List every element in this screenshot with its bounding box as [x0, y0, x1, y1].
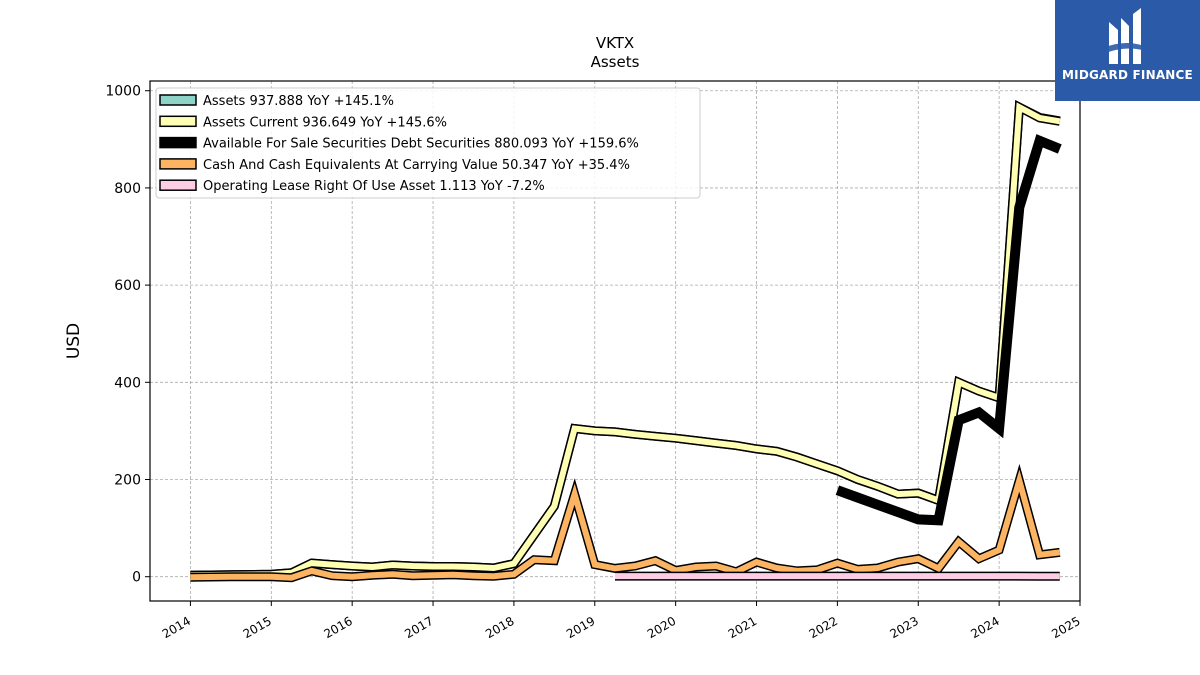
- legend-box: [155, 87, 701, 199]
- series-line: [835, 134, 1062, 526]
- series-line: [190, 102, 1061, 579]
- series-assets-current: [190, 99, 1061, 580]
- x-tick-label: 2016: [321, 614, 354, 641]
- y-tick-label: 200: [114, 473, 141, 489]
- x-tick-label: 2014: [160, 614, 193, 641]
- legend-label: Assets Current 936.649 YoY +145.6%: [203, 115, 447, 130]
- logo-mark-icon: [1103, 8, 1149, 64]
- x-tick-label: 2023: [888, 614, 921, 641]
- legend-label: Assets 937.888 YoY +145.1%: [203, 94, 394, 109]
- x-tick-label: 2022: [807, 614, 840, 641]
- brand-logo: MIDGARD FINANCE: [1055, 0, 1200, 101]
- legend-swatch: [159, 158, 197, 170]
- y-axis-label: USD: [64, 323, 84, 359]
- y-tick-label: 600: [114, 278, 141, 294]
- legend-label: Cash And Cash Equivalents At Carrying Va…: [203, 158, 630, 173]
- legend-swatch: [159, 94, 197, 106]
- y-axis: 0 200 400 600 800 1000: [105, 84, 150, 586]
- x-tick-label: 2020: [645, 614, 678, 641]
- series-available-for-sale-securities-debt-securities: [835, 134, 1062, 526]
- chart-title: VKTX: [596, 34, 634, 52]
- legend-label: Available For Sale Securities Debt Secur…: [203, 137, 639, 152]
- legend-item: Cash And Cash Equivalents At Carrying Va…: [159, 158, 630, 173]
- series-layer: [190, 99, 1062, 583]
- legend-item: Assets 937.888 YoY +145.1%: [159, 94, 394, 109]
- legend-item: Available For Sale Securities Debt Secur…: [159, 136, 639, 152]
- y-tick-label: 1000: [105, 84, 141, 100]
- y-tick-label: 400: [114, 375, 141, 391]
- x-tick-label: 2019: [564, 614, 597, 641]
- x-tick-label: 2025: [1049, 614, 1082, 641]
- x-tick-label: 2021: [726, 614, 759, 641]
- brand-name: MIDGARD FINANCE: [1062, 68, 1193, 82]
- legend-item: Assets Current 936.649 YoY +145.6%: [159, 115, 447, 130]
- legend-swatch: [159, 136, 197, 149]
- legend: Assets 937.888 YoY +145.1% Assets Current…: [155, 87, 701, 199]
- x-tick-label: 2017: [402, 614, 435, 641]
- y-tick-label: 800: [114, 181, 141, 197]
- x-axis: 2014 2015 2016 2017 2018 2019 2020 2021 2022 2023…: [160, 601, 1083, 641]
- legend-item: Operating Lease Right Of Use Asset 1.113…: [159, 179, 545, 194]
- legend-label: Operating Lease Right Of Use Asset 1.113…: [203, 179, 545, 194]
- legend-swatch: [159, 179, 197, 191]
- x-tick-label: 2015: [241, 614, 274, 641]
- chart-subtitle: Assets: [591, 53, 640, 71]
- legend-swatch: [159, 115, 197, 128]
- y-tick-label: 0: [132, 570, 141, 586]
- x-tick-label: 2018: [483, 614, 516, 641]
- series-cash-and-cash-equivalents-at-carrying-value: [190, 463, 1061, 583]
- x-tick-label: 2024: [968, 614, 1001, 641]
- series-line: [190, 469, 1061, 581]
- plot-frame: [149, 80, 1081, 602]
